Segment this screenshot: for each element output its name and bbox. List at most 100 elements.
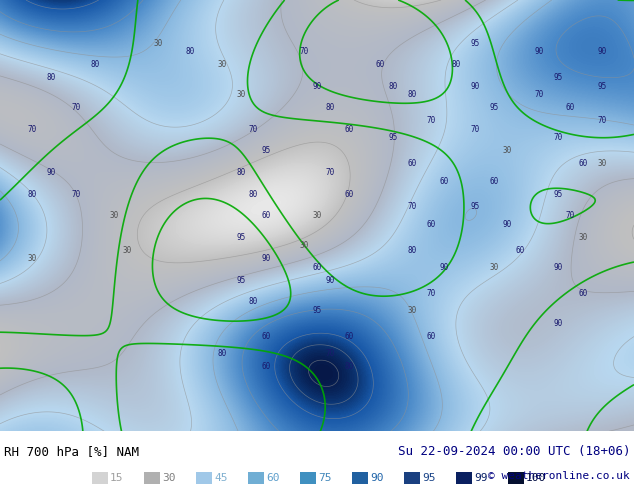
Text: 60: 60 [262,362,271,371]
Text: 90: 90 [534,47,543,56]
Text: 60: 60 [579,289,588,298]
Text: 95: 95 [313,306,321,315]
Text: 60: 60 [344,332,353,341]
Text: 30: 30 [503,147,512,155]
Text: 70: 70 [27,125,36,134]
Text: 95: 95 [490,103,499,112]
Bar [456,472,472,484]
Text: 30: 30 [300,241,309,250]
Text: 30: 30 [27,254,36,263]
Text: Su 22-09-2024 00:00 UTC (18+06): Su 22-09-2024 00:00 UTC (18+06) [398,445,630,458]
Text: 80: 80 [46,73,55,82]
Text: 95: 95 [262,147,271,155]
Text: 80: 80 [236,168,245,177]
Text: 60: 60 [313,263,321,272]
Text: 60: 60 [515,245,524,255]
Bar [352,472,368,484]
Text: 60: 60 [262,332,271,341]
Text: 60: 60 [262,211,271,220]
Text: 70: 70 [300,47,309,56]
Text: 95: 95 [389,133,398,143]
Text: 70: 70 [553,133,562,143]
Text: 90: 90 [553,319,562,328]
Text: 80: 80 [249,190,258,198]
Text: 95: 95 [471,39,480,48]
Text: 80: 80 [217,349,226,358]
Text: 30: 30 [490,263,499,272]
Text: 60: 60 [490,176,499,186]
Text: 90: 90 [598,47,607,56]
Text: 80: 80 [408,90,417,99]
Text: 60: 60 [427,332,436,341]
Text: 15: 15 [110,473,124,483]
Text: 95: 95 [553,190,562,198]
Text: 30: 30 [154,39,163,48]
Bar [248,472,264,484]
Text: 75: 75 [318,473,332,483]
Text: 80: 80 [249,297,258,306]
Text: 60: 60 [427,220,436,229]
Text: 90: 90 [503,220,512,229]
Text: 90: 90 [262,254,271,263]
Text: 90: 90 [325,276,334,285]
Text: 30: 30 [236,90,245,99]
Bar [92,472,108,484]
Text: 90: 90 [313,82,321,91]
Text: © weatheronline.co.uk: © weatheronline.co.uk [488,470,630,481]
Text: 60: 60 [376,60,385,69]
Text: RH 700 hPa [%] NAM: RH 700 hPa [%] NAM [4,445,139,458]
Text: 30: 30 [579,233,588,242]
Text: 70: 70 [325,349,334,358]
Text: 90: 90 [553,263,562,272]
Text: 30: 30 [110,211,119,220]
Text: 60: 60 [566,103,575,112]
Text: 70: 70 [534,90,543,99]
Text: 95: 95 [598,82,607,91]
Text: 30: 30 [598,159,607,169]
Text: 60: 60 [408,159,417,169]
Text: 90: 90 [439,263,448,272]
Text: 60: 60 [344,125,353,134]
Text: 80: 80 [408,245,417,255]
Text: 95: 95 [553,73,562,82]
Bar [508,472,524,484]
Text: 70: 70 [325,168,334,177]
Text: 80: 80 [91,60,100,69]
Text: 80: 80 [325,103,334,112]
Text: 70: 70 [72,190,81,198]
Text: 60: 60 [266,473,280,483]
Bar [144,472,160,484]
Text: 70: 70 [427,116,436,125]
Text: 80: 80 [27,190,36,198]
Text: 70: 70 [566,211,575,220]
Text: 30: 30 [217,60,226,69]
Text: 30: 30 [162,473,176,483]
Text: 95: 95 [236,233,245,242]
Text: 95: 95 [471,202,480,212]
Bar [404,472,420,484]
Text: 95: 95 [422,473,436,483]
Text: 30: 30 [122,245,131,255]
Text: 70: 70 [427,289,436,298]
Text: 90: 90 [471,82,480,91]
Text: 99: 99 [474,473,488,483]
Text: 60: 60 [439,176,448,186]
Text: 60: 60 [579,159,588,169]
Text: 80: 80 [186,47,195,56]
Text: 70: 70 [471,125,480,134]
Text: 80: 80 [389,82,398,91]
Bar [196,472,212,484]
Text: 70: 70 [249,125,258,134]
Text: 95: 95 [236,276,245,285]
Text: 70: 70 [72,103,81,112]
Text: 80: 80 [452,60,461,69]
Text: 45: 45 [214,473,228,483]
Text: 90: 90 [46,168,55,177]
Text: 100: 100 [526,473,547,483]
Text: 80: 80 [344,362,353,371]
Text: 90: 90 [370,473,384,483]
Bar [300,472,316,484]
Text: 30: 30 [408,306,417,315]
Text: 70: 70 [598,116,607,125]
Text: 60: 60 [344,190,353,198]
